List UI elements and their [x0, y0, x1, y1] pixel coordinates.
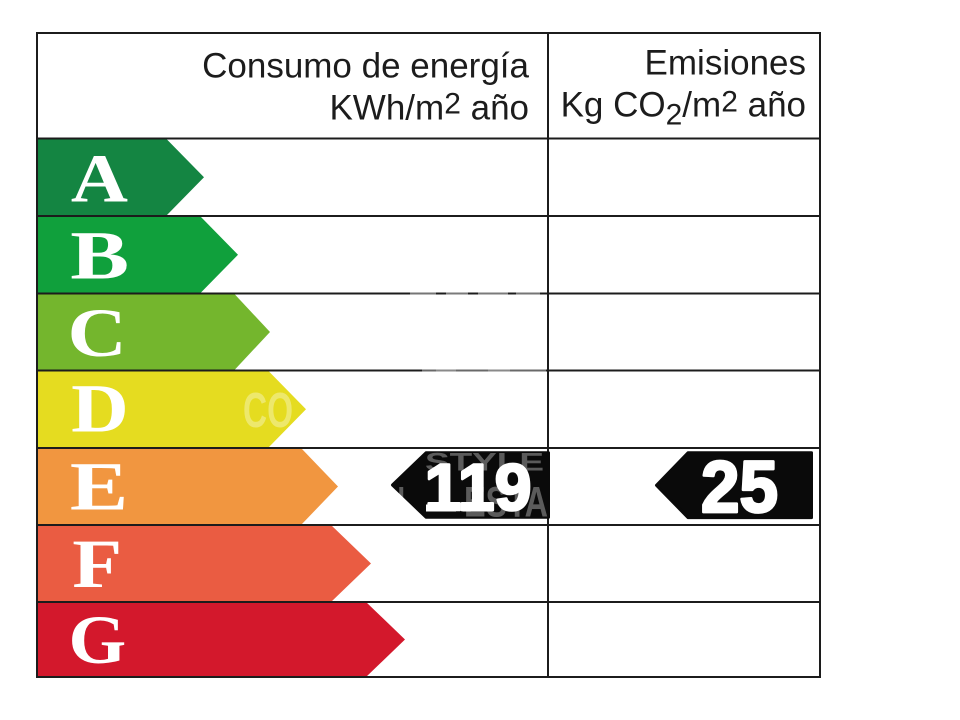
- svg-text:119: 119: [425, 450, 532, 524]
- svg-text:D: D: [71, 371, 129, 447]
- svg-text:AL: AL: [378, 479, 414, 527]
- svg-text:Kg CO2/m2 año: Kg CO2/m2 año: [561, 86, 806, 132]
- svg-text:CO: CO: [243, 384, 293, 438]
- svg-text:ESTA: ESTA: [464, 479, 548, 527]
- svg-text:G: G: [69, 602, 127, 678]
- svg-text:Emisiones: Emisiones: [645, 44, 806, 83]
- svg-text:A: A: [71, 141, 129, 217]
- svg-text:KWh/m2 año: KWh/m2 año: [329, 88, 529, 128]
- svg-text:B: B: [70, 218, 129, 295]
- svg-text:25: 25: [701, 447, 778, 528]
- svg-text:Consumo de energía: Consumo de energía: [202, 47, 529, 86]
- svg-text:STYLE: STYLE: [425, 449, 544, 477]
- svg-text:E: E: [70, 449, 128, 525]
- svg-text:F: F: [72, 527, 122, 603]
- svg-text:C: C: [68, 295, 127, 371]
